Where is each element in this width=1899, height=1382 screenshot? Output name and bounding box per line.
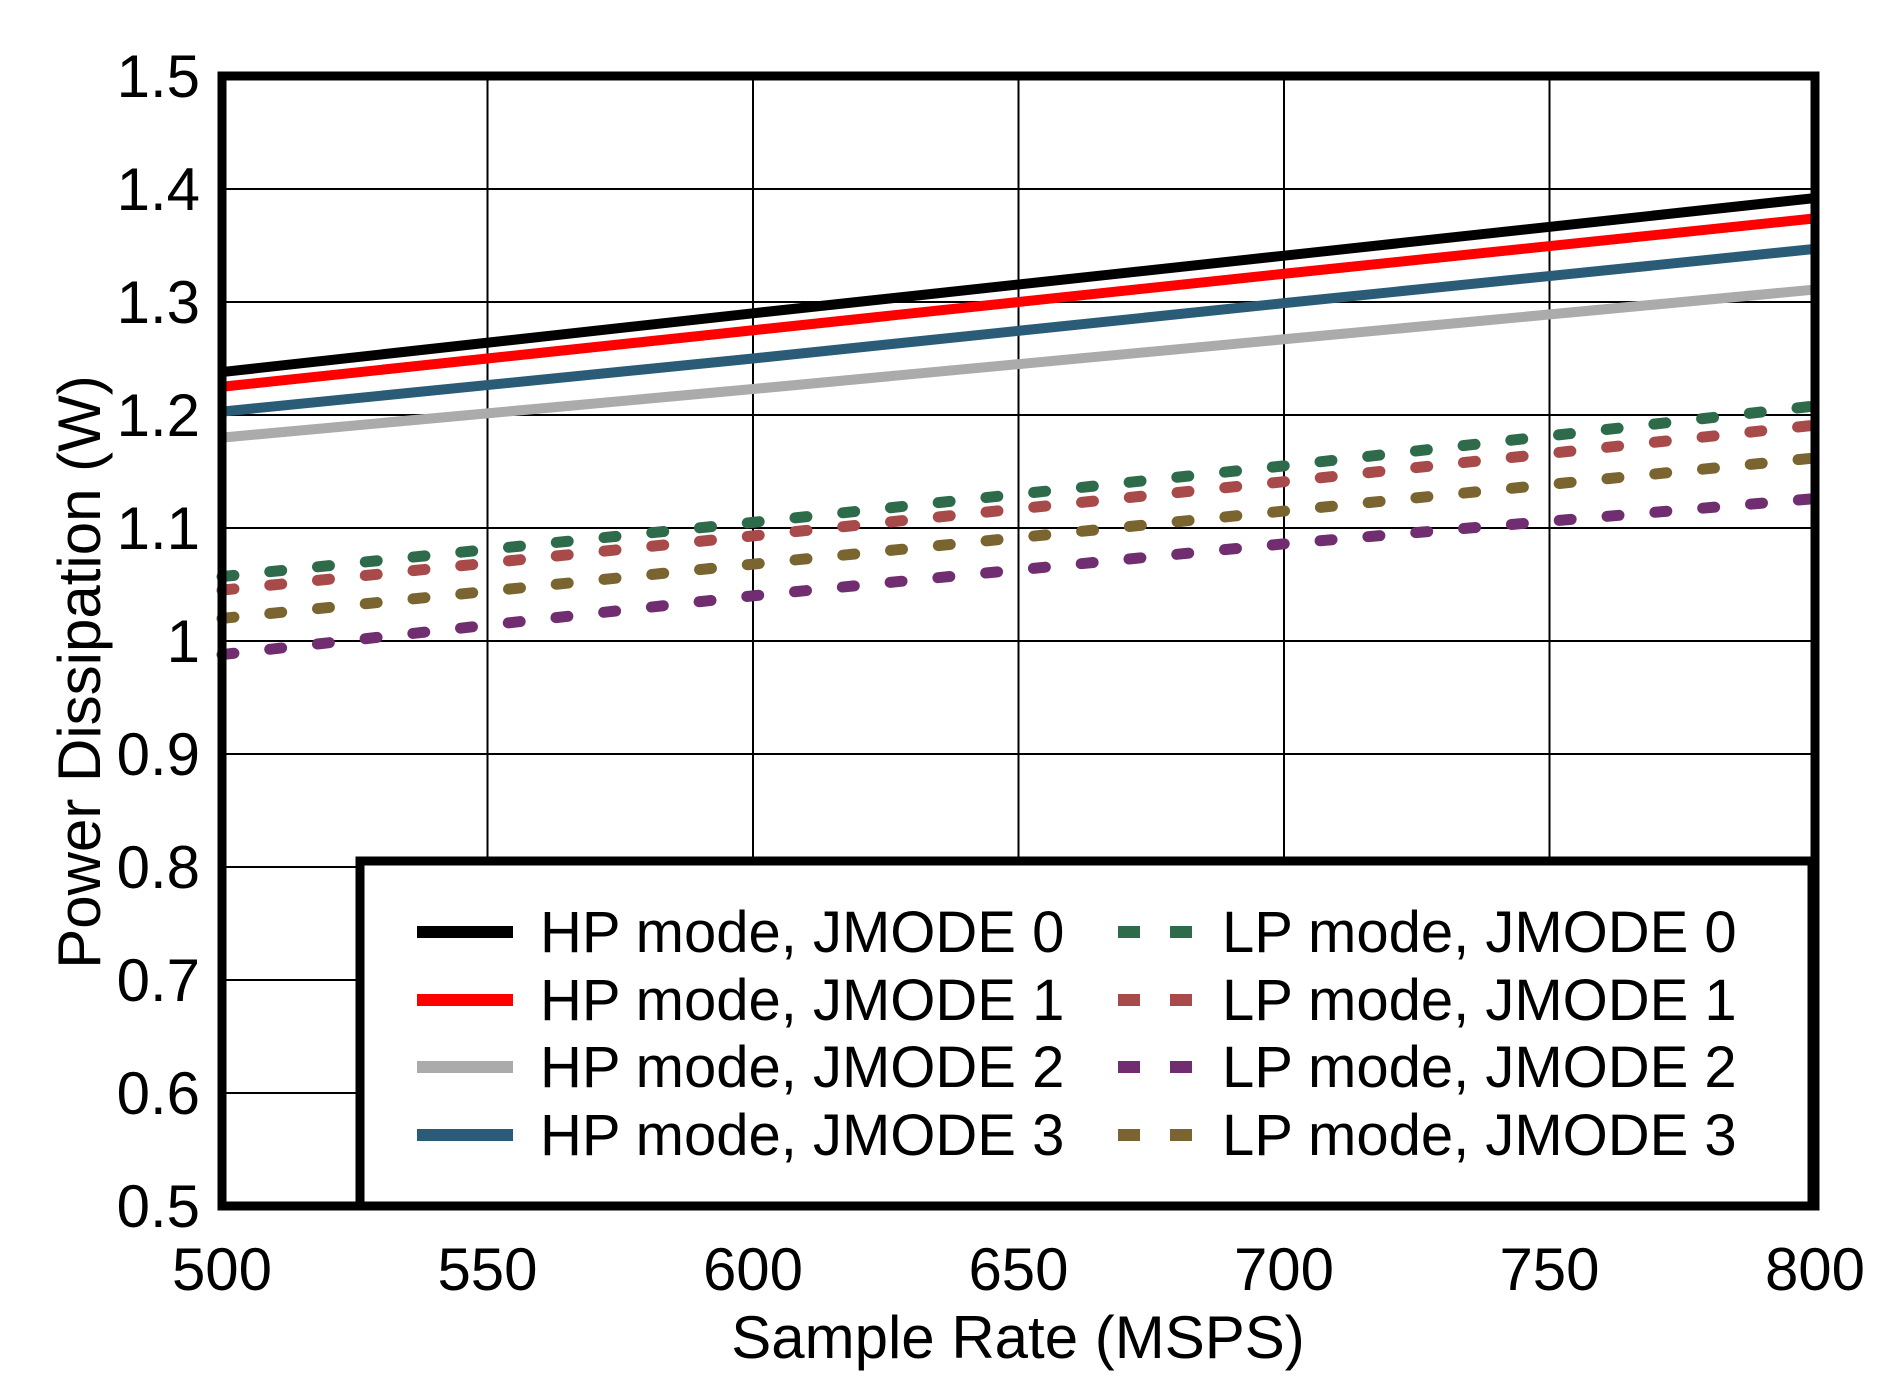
x-tick-label: 650	[968, 1236, 1068, 1303]
legend-label-lp-mode-jmode-3: LP mode, JMODE 3	[1222, 1103, 1737, 1168]
series-line-hp-mode-jmode-1	[221, 213, 1816, 392]
x-tick-label: 500	[172, 1236, 272, 1303]
series-line-hp-mode-jmode-2	[221, 284, 1816, 443]
x-tick-label: 800	[1765, 1236, 1865, 1303]
legend-label-lp-mode-jmode-0: LP mode, JMODE 0	[1222, 900, 1737, 965]
y-tick-label: 1	[167, 608, 200, 675]
series-line-hp-mode-jmode-0	[221, 193, 1816, 378]
legend-box	[355, 856, 1817, 1211]
y-tick-label: 0.6	[117, 1060, 200, 1127]
y-tick-label: 0.7	[117, 947, 200, 1014]
y-tick-label: 1.5	[117, 43, 200, 110]
y-tick-label: 1.4	[117, 156, 200, 223]
x-tick-label: 700	[1234, 1236, 1334, 1303]
legend-label-lp-mode-jmode-2: LP mode, JMODE 2	[1222, 1035, 1737, 1100]
legend-label-hp-mode-jmode-3: HP mode, JMODE 3	[540, 1103, 1064, 1168]
y-tick-label: 1.2	[117, 382, 200, 449]
legend-label-hp-mode-jmode-0: HP mode, JMODE 0	[540, 900, 1064, 965]
legend-label-hp-mode-jmode-1: HP mode, JMODE 1	[540, 968, 1064, 1033]
x-tick-label: 550	[437, 1236, 537, 1303]
legend: HP mode, JMODE 0HP mode, JMODE 1HP mode,…	[355, 856, 1817, 1211]
x-axis-title: Sample Rate (MSPS)	[731, 1304, 1305, 1371]
y-tick-label: 0.8	[117, 834, 200, 901]
series-line-hp-mode-jmode-3	[221, 243, 1816, 417]
axis-tick-labels: 500 550 600 650 700 750 800 0.5 0.6 0.7 0.8 0.9 1 1.1…	[117, 43, 1865, 1303]
legend-label-lp-mode-jmode-1: LP mode, JMODE 1	[1222, 968, 1737, 1033]
y-axis-title: Power Dissipation (W)	[46, 375, 113, 968]
y-tick-label: 0.9	[117, 721, 200, 788]
legend-label-hp-mode-jmode-2: HP mode, JMODE 2	[540, 1035, 1064, 1100]
x-tick-label: 750	[1499, 1236, 1599, 1303]
series-lines	[216, 193, 1821, 661]
y-tick-label: 0.5	[117, 1173, 200, 1240]
x-tick-label: 600	[703, 1236, 803, 1303]
y-tick-label: 1.3	[117, 269, 200, 336]
y-tick-label: 1.1	[117, 495, 200, 562]
